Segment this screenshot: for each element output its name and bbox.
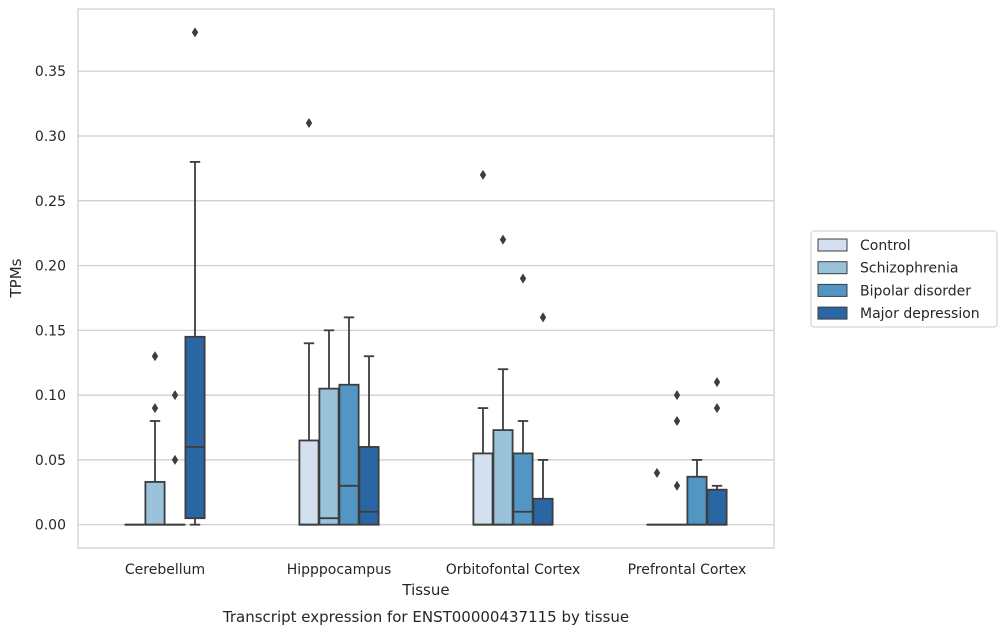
plot-frame [77,8,775,549]
x-axis-title: Tissue [401,581,449,599]
box-2-2 [512,273,534,526]
box-3-1 [666,390,688,526]
box-body [686,475,708,526]
outlier-point [673,416,681,427]
chart-caption: Transcript expression for ENST0000043711… [222,608,629,626]
box-1-0 [298,118,320,526]
box-0-2 [164,390,186,526]
box-body [472,452,494,526]
outlier-point [191,27,199,38]
x-tick-label: Hipppocampus [287,562,392,578]
legend-label: Major depression [860,306,980,322]
y-tick-label: 0.25 [35,194,66,210]
boxes [124,27,728,526]
outlier-point [673,390,681,401]
box-0-1 [144,351,166,526]
box-1-3 [358,355,380,526]
box-body [184,335,206,520]
y-tick-label: 0.15 [35,323,66,339]
legend-label: Schizophrenia [860,261,958,277]
legend-swatch [817,283,848,297]
legend: Control Schizophrenia Bipolar disorder Majo… [810,230,998,328]
x-tick-label: Prefrontal Cortex [628,562,747,578]
box-body [532,497,554,526]
outlier-point [519,273,527,284]
legend-label: Control [860,238,911,254]
x-tick-label: Cerebellum [125,562,205,578]
outlier-point [171,390,179,401]
y-axis-title: TPMs [7,258,25,298]
box-3-0 [646,467,668,526]
box-2-1 [492,234,514,526]
legend-swatch [817,261,848,275]
y-tick-label: 0.35 [35,64,66,80]
legend-frame [810,230,998,328]
box-body [706,488,728,526]
outlier-point [539,312,547,323]
box-3-3 [706,377,728,526]
outlier-point [305,118,313,129]
legend-label: Bipolar disorder [860,283,971,299]
box-1-1 [318,329,340,526]
box-3-2 [686,458,708,526]
outlier-point [151,351,159,362]
box-2-0 [472,169,494,526]
box-body [512,452,534,526]
y-tick-label: 0.05 [35,453,66,469]
y-tick-label: 0.30 [35,129,66,145]
y-tick-label: 0.00 [35,518,66,534]
outlier-point [713,403,721,414]
legend-swatch [817,306,848,320]
y-axis-ticks: 0.00 0.05 0.10 0.15 0.20 0.25 0.30 0.35 [35,64,66,533]
box-body [492,429,514,526]
box-body [338,383,360,526]
grid-lines [78,70,774,526]
outlier-point [151,403,159,414]
box-0-3 [184,27,206,526]
outlier-point [479,169,487,180]
x-axis-ticks: Cerebellum Hipppocampus Orbitofontal Corte… [125,562,746,578]
y-tick-label: 0.20 [35,259,66,275]
outlier-point [499,234,507,245]
box-body [318,387,340,526]
outlier-point [713,377,721,388]
outlier-point [653,467,661,478]
outlier-point [171,454,179,465]
box-body [298,439,320,526]
box-2-3 [532,312,554,526]
x-tick-label: Orbitofontal Cortex [446,562,581,578]
legend-swatch [817,238,848,252]
box-body [358,446,380,526]
box-1-2 [338,316,360,526]
y-tick-label: 0.10 [35,388,66,404]
box-body [144,481,166,526]
outlier-point [673,480,681,491]
